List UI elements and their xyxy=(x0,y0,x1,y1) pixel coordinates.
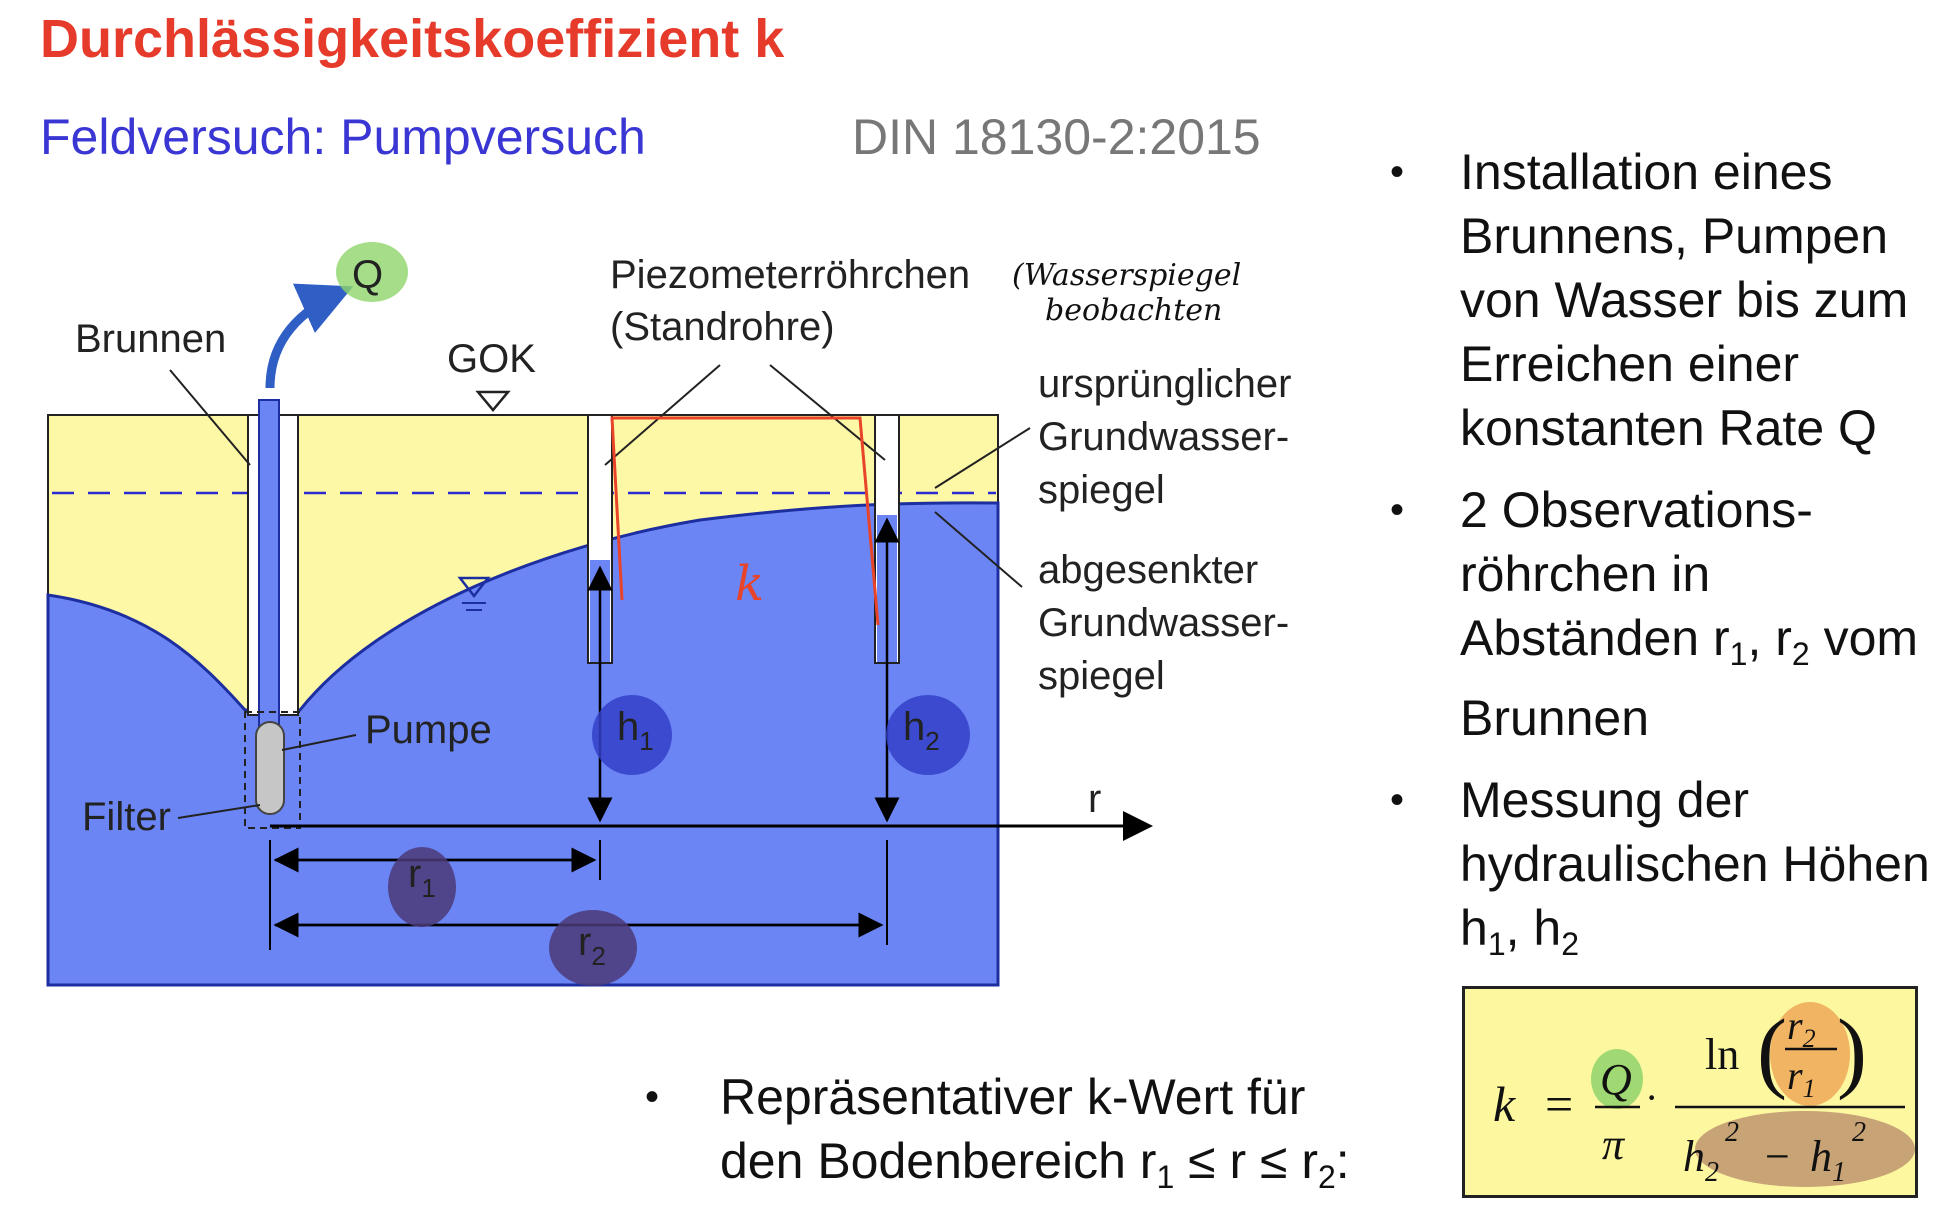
bottom-bullet-text: Repräsentativer k-Wert für den Bodenberei… xyxy=(720,1069,1350,1195)
filter-pointer-line xyxy=(177,804,261,819)
handwritten-note-line1: (Wasserspiegel xyxy=(1012,258,1241,293)
formula-h1-squared: h12 xyxy=(1810,1117,1866,1188)
original-level-pointer-line xyxy=(934,427,1031,489)
filter-label: Filter xyxy=(82,795,171,839)
lowered-level-label-line2: Grundwasser- xyxy=(1038,601,1289,645)
pumping-test-diagram: Q Brunnen GOK Piezometerröhrchen (Standr… xyxy=(46,242,1291,987)
bullet-dot: • xyxy=(1390,488,1405,532)
well-pipe xyxy=(258,399,280,741)
r1-highlight xyxy=(388,847,456,927)
formula-q: Q xyxy=(1600,1055,1632,1104)
r1-label: r1 xyxy=(408,852,436,903)
formula-r2: r2 xyxy=(1787,1003,1816,1053)
bullet-list: • Installation eines Brunnens, Pumpen vo… xyxy=(1390,140,1945,994)
h2-label: h2 xyxy=(903,705,940,756)
h2-highlight xyxy=(886,695,970,775)
formula-h2-squared: h22 xyxy=(1683,1117,1739,1188)
formula-paren-open: ( xyxy=(1757,1002,1787,1101)
q-highlight xyxy=(336,242,408,302)
bullet-text: 2 Observations-röhrchen in Abständen r1,… xyxy=(1460,482,1919,746)
piezometer-pointer-line-2 xyxy=(769,364,886,461)
piezometer-pointer-line-1 xyxy=(604,364,721,466)
page-title: Durchlässigkeitskoeffizient k xyxy=(40,9,785,69)
pump-pointer-line xyxy=(281,734,357,751)
r2-highlight xyxy=(549,910,637,986)
r-axis-label: r xyxy=(1088,777,1101,821)
well-filter xyxy=(244,711,301,829)
r2-label: r2 xyxy=(578,920,606,971)
original-level-label-line2: Grundwasser- xyxy=(1038,415,1289,459)
lowered-level-pointer-line xyxy=(934,511,1023,588)
brunnen-label: Brunnen xyxy=(75,317,226,361)
h-denominator-highlight xyxy=(1695,1111,1915,1187)
original-level-label-line3: spiegel xyxy=(1038,468,1165,512)
formula-ln: ln xyxy=(1705,1030,1739,1079)
q-formula-highlight xyxy=(1591,1049,1643,1109)
bullet-dot: • xyxy=(1390,778,1405,822)
lowered-level-label-line1: abgesenkter xyxy=(1038,548,1258,592)
bullet-item-installation: • Installation eines Brunnens, Pumpen vo… xyxy=(1390,140,1945,460)
red-annotation-outline xyxy=(610,416,880,626)
k-formula: k = Q π · ln ( r2 r1 ) h22 − h12 xyxy=(1493,1002,1915,1188)
formula-pi: π xyxy=(1602,1120,1626,1169)
formula-equals: = xyxy=(1545,1076,1573,1132)
h1-highlight xyxy=(592,695,672,775)
formula-minus: − xyxy=(1765,1132,1790,1181)
pump-label: Pumpe xyxy=(365,708,492,752)
bullet-item-measurement: • Messung der hydraulischen Höhen h1, h2 xyxy=(1390,768,1945,976)
formula-paren-close: ) xyxy=(1837,1002,1867,1101)
q-label: Q xyxy=(352,253,383,297)
gok-label: GOK xyxy=(447,337,536,381)
handwritten-k-label: k xyxy=(735,556,764,612)
formula-dot: · xyxy=(1645,1075,1658,1120)
lowered-level-label-line3: spiegel xyxy=(1038,654,1165,698)
bullet-dot: • xyxy=(1390,150,1405,194)
original-level-label-line1: ursprünglicher xyxy=(1038,362,1291,406)
brunnen-pointer-line xyxy=(169,369,251,466)
bullet-text: Messung der hydraulischen Höhen h1, h2 xyxy=(1460,772,1930,962)
gok-triangle-icon xyxy=(475,390,511,412)
bullet-text: Installation eines Brunnens, Pumpen von … xyxy=(1460,144,1909,456)
bullet-item-observation: • 2 Observations-röhrchen in Abständen r… xyxy=(1390,478,1945,750)
r-ratio-highlight xyxy=(1770,1002,1850,1106)
formula-k: k xyxy=(1493,1076,1516,1132)
piezometer-label-line2: (Standrohre) xyxy=(610,305,835,349)
pump xyxy=(255,721,285,815)
bullet-dot: • xyxy=(645,1075,660,1119)
h1-label: h1 xyxy=(617,705,654,756)
formula-box: k = Q π · ln ( r2 r1 ) h22 − h12 xyxy=(1462,986,1918,1198)
page-subtitle: Feldversuch: Pumpversuch xyxy=(40,109,646,165)
formula-r1: r1 xyxy=(1787,1053,1816,1103)
discharge-arrow xyxy=(265,283,354,389)
water-level-triangle-icon xyxy=(457,576,491,599)
standard-reference: DIN 18130-2:2015 xyxy=(852,109,1261,165)
piezometer-label-line1: Piezometerröhrchen xyxy=(610,253,970,297)
handwritten-note-line2: beobachten xyxy=(1045,293,1222,328)
